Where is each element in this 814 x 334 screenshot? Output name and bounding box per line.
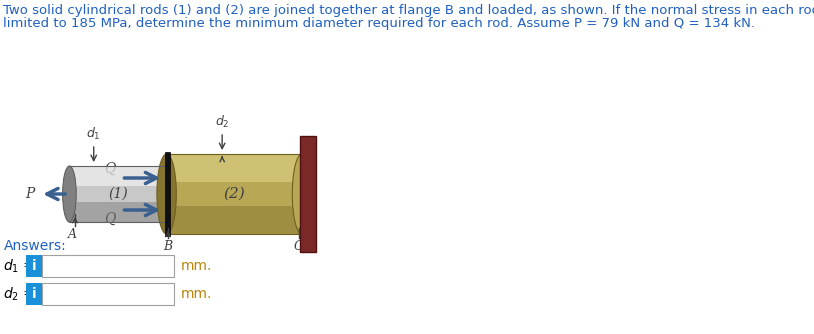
Polygon shape xyxy=(69,166,167,222)
Text: B: B xyxy=(164,240,173,253)
Polygon shape xyxy=(69,166,167,186)
Bar xyxy=(300,136,316,252)
Text: $d_1$ =: $d_1$ = xyxy=(3,257,35,275)
Ellipse shape xyxy=(292,154,312,234)
Text: P: P xyxy=(25,187,35,201)
Text: mm.: mm. xyxy=(181,287,212,301)
Text: i: i xyxy=(32,287,37,301)
Text: (2): (2) xyxy=(223,187,245,201)
Text: Q: Q xyxy=(104,212,116,226)
Text: $d_2$ =: $d_2$ = xyxy=(3,285,35,303)
Polygon shape xyxy=(167,154,302,234)
Text: mm.: mm. xyxy=(181,259,212,273)
Polygon shape xyxy=(69,202,167,222)
Text: Answers:: Answers: xyxy=(3,239,66,253)
Text: (1): (1) xyxy=(108,187,128,201)
Ellipse shape xyxy=(160,166,173,222)
Text: $d_1$: $d_1$ xyxy=(86,126,101,142)
Text: limited to 185 MPa, determine the minimum diameter required for each rod. Assume: limited to 185 MPa, determine the minimu… xyxy=(3,17,755,30)
Bar xyxy=(42,283,173,305)
Text: C: C xyxy=(294,240,304,253)
Ellipse shape xyxy=(157,154,177,234)
Polygon shape xyxy=(167,206,302,234)
Bar xyxy=(42,255,173,277)
Text: $d_2$: $d_2$ xyxy=(215,114,230,130)
FancyBboxPatch shape xyxy=(26,283,42,305)
Text: Two solid cylindrical rods (1) and (2) are joined together at flange B and loade: Two solid cylindrical rods (1) and (2) a… xyxy=(3,4,814,17)
Text: A: A xyxy=(68,228,77,241)
Text: i: i xyxy=(32,259,37,273)
Bar xyxy=(164,152,170,236)
Text: Q: Q xyxy=(104,162,116,176)
Polygon shape xyxy=(167,154,302,182)
Ellipse shape xyxy=(63,166,77,222)
FancyBboxPatch shape xyxy=(26,255,42,277)
